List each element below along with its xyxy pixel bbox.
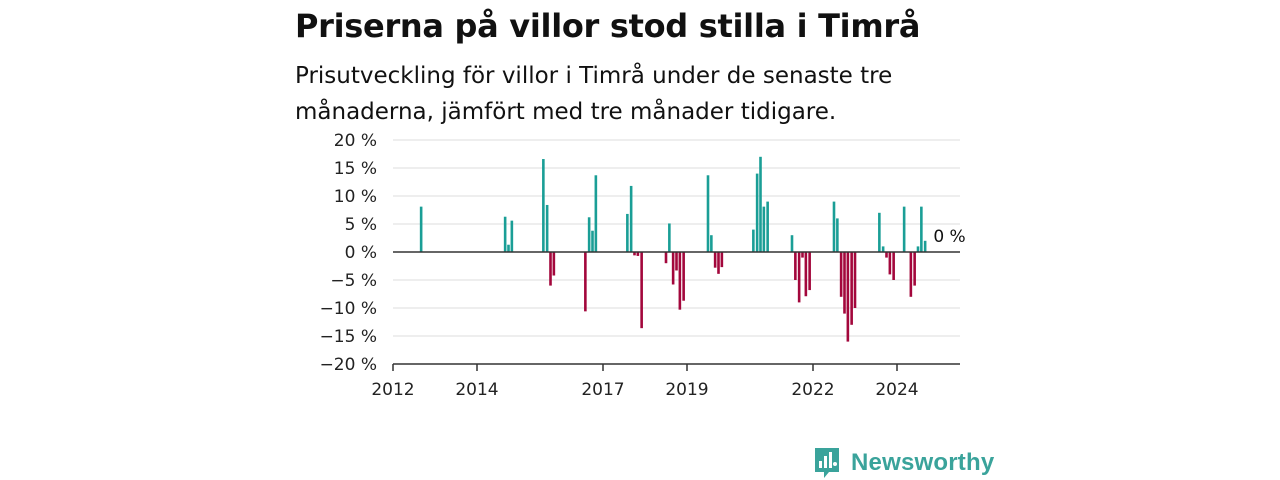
bar [671,252,675,285]
labels: 20 % 15 % 10 % 5 % 0 % −5 % −10 % −15 % −20 % 201… [320,131,968,400]
bar [832,201,836,252]
x-tick-label: 2014 [455,380,498,400]
bar [920,206,923,252]
y-tick-label: −5 % [330,271,377,291]
bar [626,213,629,252]
y-tick-label: −15 % [320,327,377,347]
bar [878,212,881,252]
bar [507,244,510,252]
brand-name: Newsworthy [851,449,995,476]
y-tick-label: 20 % [334,131,377,151]
y-tick-label: 0 % [345,243,377,263]
bar [594,175,598,252]
bar [706,175,710,252]
bar [909,252,913,297]
bar [836,218,839,252]
bar [846,252,850,342]
bar [717,252,720,274]
bar [790,235,794,252]
x-tick-label: 2012 [371,380,414,400]
bar [419,206,423,252]
bar [545,204,549,252]
bar [713,252,717,268]
bar [587,217,591,252]
bar [629,185,633,252]
bars [419,156,927,342]
bar [902,206,906,252]
bar [584,252,587,312]
chart-header: Priserna på villor stod stilla i Timrå P… [295,0,995,130]
bar [762,206,766,252]
bar [755,173,759,252]
bar [720,252,724,268]
bar [668,223,671,252]
chart-title: Priserna på villor stod stilla i Timrå [295,7,921,45]
newsworthy-logo-icon [815,448,839,478]
bar [549,252,552,286]
bar [853,252,857,308]
bar [797,252,801,303]
bar [503,216,507,252]
y-tick-label: −20 % [320,355,377,375]
newsworthy-brand: Newsworthy [813,446,994,480]
bar [710,235,713,252]
x-tick-label: 2024 [875,380,918,400]
x-tick-label: 2017 [581,380,624,400]
bar [678,252,682,310]
chart-subtitle: Prisutveckling för villor i Timrå under … [295,63,893,125]
y-tick-label: −10 % [320,299,377,319]
x-tick-label: 2022 [791,380,834,400]
bar [510,220,514,252]
bar [804,252,808,297]
bar [552,252,556,276]
bar [542,159,545,252]
bar [913,252,916,286]
bar [640,252,643,329]
bar [808,252,811,291]
axes [392,251,960,371]
bar [636,252,640,256]
bar [801,252,804,258]
bar [843,252,846,314]
gridlines [393,139,960,337]
bar [759,156,762,252]
bar [839,252,843,297]
y-tick-label: 15 % [334,159,377,179]
bar [850,252,853,325]
bar [633,252,636,256]
annotation-label: 0 % [933,227,965,247]
x-tick-label: 2019 [665,380,708,400]
bar [892,252,895,280]
bar [885,252,888,258]
bar [916,246,920,252]
y-tick-label: 5 % [345,215,377,235]
y-tick-label: 10 % [334,187,377,207]
bar [794,252,797,280]
bar [591,230,594,252]
bar [923,240,927,252]
bar [675,252,678,271]
bar [752,229,755,252]
bar [766,201,769,252]
bar [664,252,668,264]
bar [682,252,685,301]
bar [881,246,885,252]
bar [888,252,892,275]
